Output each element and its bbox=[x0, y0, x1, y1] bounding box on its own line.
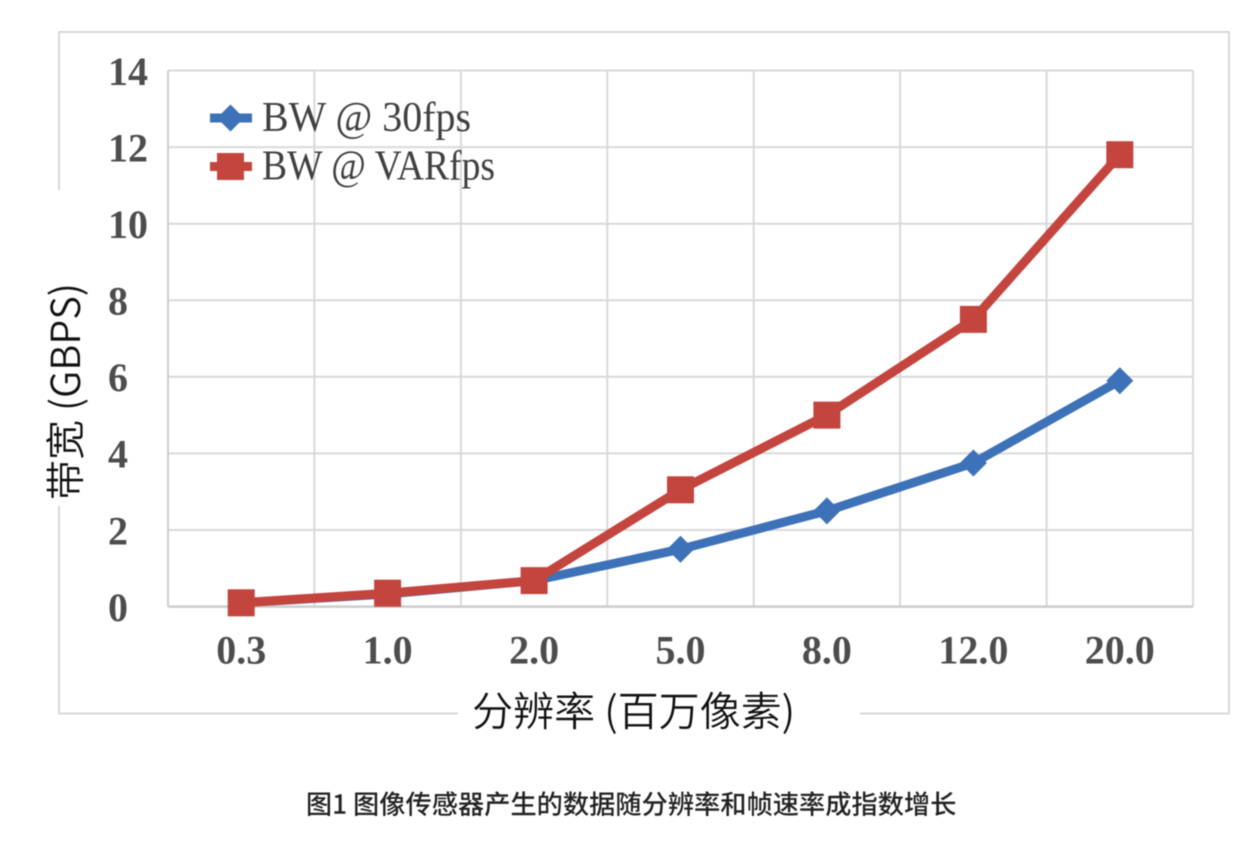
svg-text:12.0: 12.0 bbox=[938, 628, 1008, 673]
svg-text:0: 0 bbox=[108, 585, 128, 630]
svg-text:14: 14 bbox=[108, 49, 148, 94]
svg-text:12: 12 bbox=[108, 125, 148, 170]
svg-text:BW @ VARfps: BW @ VARfps bbox=[262, 143, 495, 189]
svg-text:20.0: 20.0 bbox=[1085, 628, 1155, 673]
svg-text:0.3: 0.3 bbox=[216, 628, 266, 673]
svg-text:2.0: 2.0 bbox=[509, 628, 559, 673]
svg-text:4: 4 bbox=[108, 432, 128, 477]
svg-text:BW @ 30fps: BW @ 30fps bbox=[262, 95, 471, 141]
svg-text:5.0: 5.0 bbox=[656, 628, 706, 673]
svg-text:8: 8 bbox=[108, 279, 128, 324]
svg-text:6: 6 bbox=[108, 355, 128, 400]
svg-text:10: 10 bbox=[108, 202, 148, 247]
svg-text:1.0: 1.0 bbox=[363, 628, 413, 673]
svg-text:2: 2 bbox=[108, 508, 128, 553]
svg-text:8.0: 8.0 bbox=[802, 628, 852, 673]
